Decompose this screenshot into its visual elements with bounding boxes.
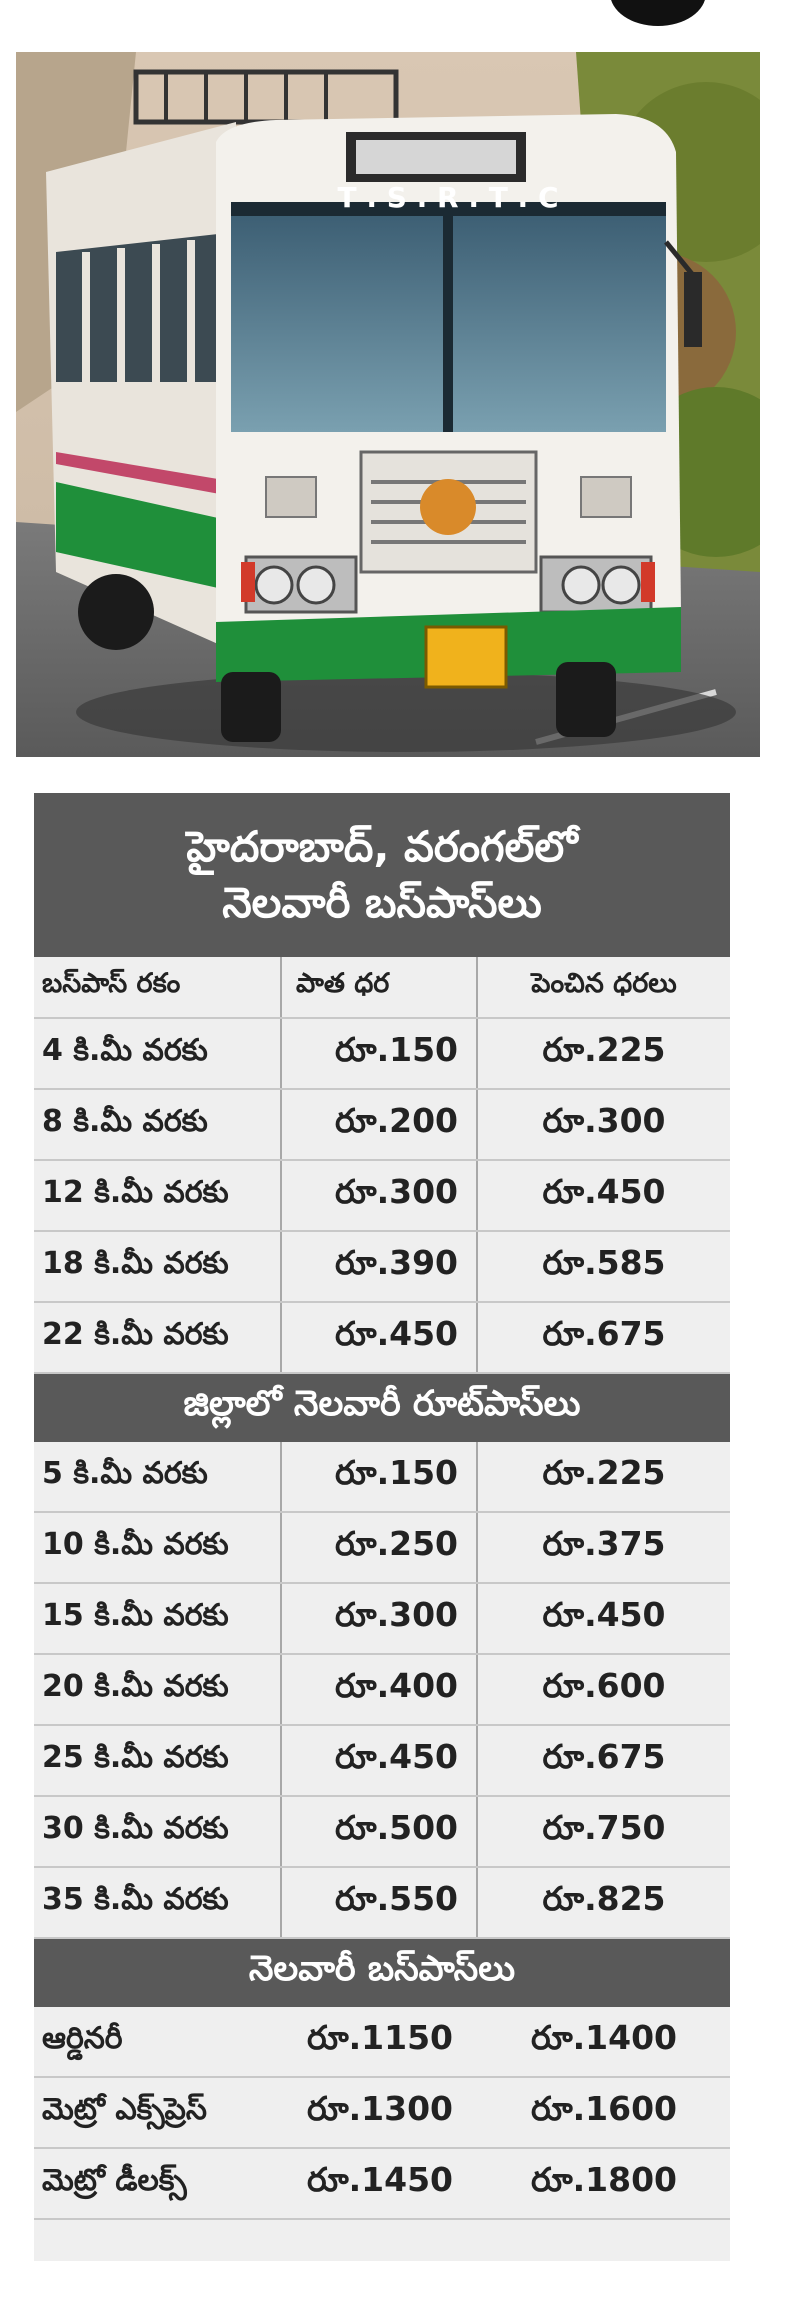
table-row: 4 కి.మీ వరకు రూ.150 రూ.225 [34, 1019, 730, 1090]
table-row: మెట్రో ఎక్స్‌ప్రెస్ రూ.1300 రూ.1600 [34, 2078, 730, 2149]
table-row: 12 కి.మీ వరకు రూ.300 రూ.450 [34, 1161, 730, 1232]
table-row: 18 కి.మీ వరకు రూ.390 రూ.585 [34, 1232, 730, 1303]
new-price-cell: రూ.1800 [531, 2160, 677, 2199]
old-price-cell: రూ.150 [282, 1019, 478, 1088]
distance-cell: 4 కి.మీ వరకు [34, 1019, 282, 1088]
new-price-cell: రూ.585 [542, 1243, 666, 1282]
table-row: 30 కి.మీ వరకు రూ.500 రూ.750 [34, 1797, 730, 1868]
section-title-district-route-pass: జిల్లాలో నెలవారీ రూట్‌పాస్‌లు [34, 1374, 730, 1442]
pass-type-cell: మెట్రో ఎక్స్‌ప్రెస్ [42, 2091, 207, 2127]
old-price-cell: రూ.550 [282, 1868, 478, 1937]
table-row: 35 కి.మీ వరకు రూ.550 రూ.825 [34, 1868, 730, 1939]
table-row: 8 కి.మీ వరకు రూ.200 రూ.300 [34, 1090, 730, 1161]
table-header-row: బస్‌పాస్ రకం పాత ధర పెంచిన ధరలు [34, 957, 730, 1019]
old-price-cell: రూ.300 [282, 1161, 478, 1230]
table-row: 5 కి.మీ వరకు రూ.150 రూ.225 [34, 1442, 730, 1513]
distance-cell: 10 కి.మీ వరకు [34, 1513, 282, 1582]
header-pass-type: బస్‌పాస్ రకం [34, 957, 282, 1017]
old-price-cell: రూ.150 [282, 1442, 478, 1511]
new-price-cell: రూ.675 [542, 1314, 666, 1353]
new-price-cell: రూ.1400 [531, 2018, 677, 2057]
table-row: 15 కి.మీ వరకు రూ.300 రూ.450 [34, 1584, 730, 1655]
new-price-cell: రూ.300 [542, 1101, 666, 1140]
bus-photo: T . S . R . T . C [16, 52, 760, 757]
new-price-cell: రూ.750 [542, 1808, 666, 1847]
table-row: 20 కి.మీ వరకు రూ.400 రూ.600 [34, 1655, 730, 1726]
old-price-cell: రూ.300 [282, 1584, 478, 1653]
new-price-cell: రూ.450 [542, 1172, 666, 1211]
header-new-price: పెంచిన ధరలు [531, 968, 677, 999]
pass-type-cell: మెట్రో డీలక్స్ [42, 2162, 187, 2198]
bus-pass-price-table: హైదరాబాద్, వరంగల్‌లో నెలవారీ బస్‌పాస్‌లు… [34, 793, 730, 2261]
old-price-cell: రూ.450 [282, 1303, 478, 1372]
old-price-cell: రూ.500 [282, 1797, 478, 1866]
distance-cell: 15 కి.మీ వరకు [34, 1584, 282, 1653]
distance-cell: 20 కి.మీ వరకు [34, 1655, 282, 1724]
old-price-cell: రూ.450 [282, 1726, 478, 1795]
title-line-2: నెలవారీ బస్‌పాస్‌లు [222, 878, 542, 927]
table-row: 22 కి.మీ వరకు రూ.450 రూ.675 [34, 1303, 730, 1374]
old-price-cell: రూ.1150 [307, 2018, 453, 2057]
distance-cell: 22 కి.మీ వరకు [34, 1303, 282, 1372]
distance-cell: 12 కి.మీ వరకు [34, 1161, 282, 1230]
corner-decoration [610, 0, 706, 26]
new-price-cell: రూ.825 [542, 1879, 666, 1918]
new-price-cell: రూ.375 [542, 1524, 666, 1563]
new-price-cell: రూ.225 [542, 1030, 666, 1069]
distance-cell: 25 కి.మీ వరకు [34, 1726, 282, 1795]
new-price-cell: రూ.225 [542, 1453, 666, 1492]
table-row: మెట్రో డీలక్స్ రూ.1450 రూ.1800 [34, 2149, 730, 2220]
new-price-cell: రూ.1600 [531, 2089, 677, 2128]
old-price-cell: రూ.1450 [307, 2160, 453, 2199]
distance-cell: 18 కి.మీ వరకు [34, 1232, 282, 1301]
distance-cell: 8 కి.మీ వరకు [34, 1090, 282, 1159]
distance-cell: 35 కి.మీ వరకు [34, 1868, 282, 1937]
old-price-cell: రూ.390 [282, 1232, 478, 1301]
table-row: 25 కి.మీ వరకు రూ.450 రూ.675 [34, 1726, 730, 1797]
table-row: ఆర్డినరీ రూ.1150 రూ.1400 [34, 2007, 730, 2078]
pass-type-cell: ఆర్డినరీ [42, 2020, 123, 2056]
table-title: హైదరాబాద్, వరంగల్‌లో నెలవారీ బస్‌పాస్‌లు [34, 793, 730, 957]
distance-cell: 5 కి.మీ వరకు [34, 1442, 282, 1511]
new-price-cell: రూ.450 [542, 1595, 666, 1634]
bus-illustration: T . S . R . T . C [16, 52, 760, 757]
old-price-cell: రూ.250 [282, 1513, 478, 1582]
old-price-cell: రూ.400 [282, 1655, 478, 1724]
section-title-monthly-bus-pass: నెలవారీ బస్‌పాస్‌లు [34, 1939, 730, 2007]
new-price-cell: రూ.600 [542, 1666, 666, 1705]
old-price-cell: రూ.200 [282, 1090, 478, 1159]
distance-cell: 30 కి.మీ వరకు [34, 1797, 282, 1866]
table-row: 10 కి.మీ వరకు రూ.250 రూ.375 [34, 1513, 730, 1584]
header-old-price: పాత ధర [282, 957, 478, 1017]
new-price-cell: రూ.675 [542, 1737, 666, 1776]
title-line-1: హైదరాబాద్, వరంగల్‌లో [186, 822, 578, 871]
bus-marking-text: T . S . R . T . C [337, 181, 558, 214]
old-price-cell: రూ.1300 [307, 2089, 453, 2128]
